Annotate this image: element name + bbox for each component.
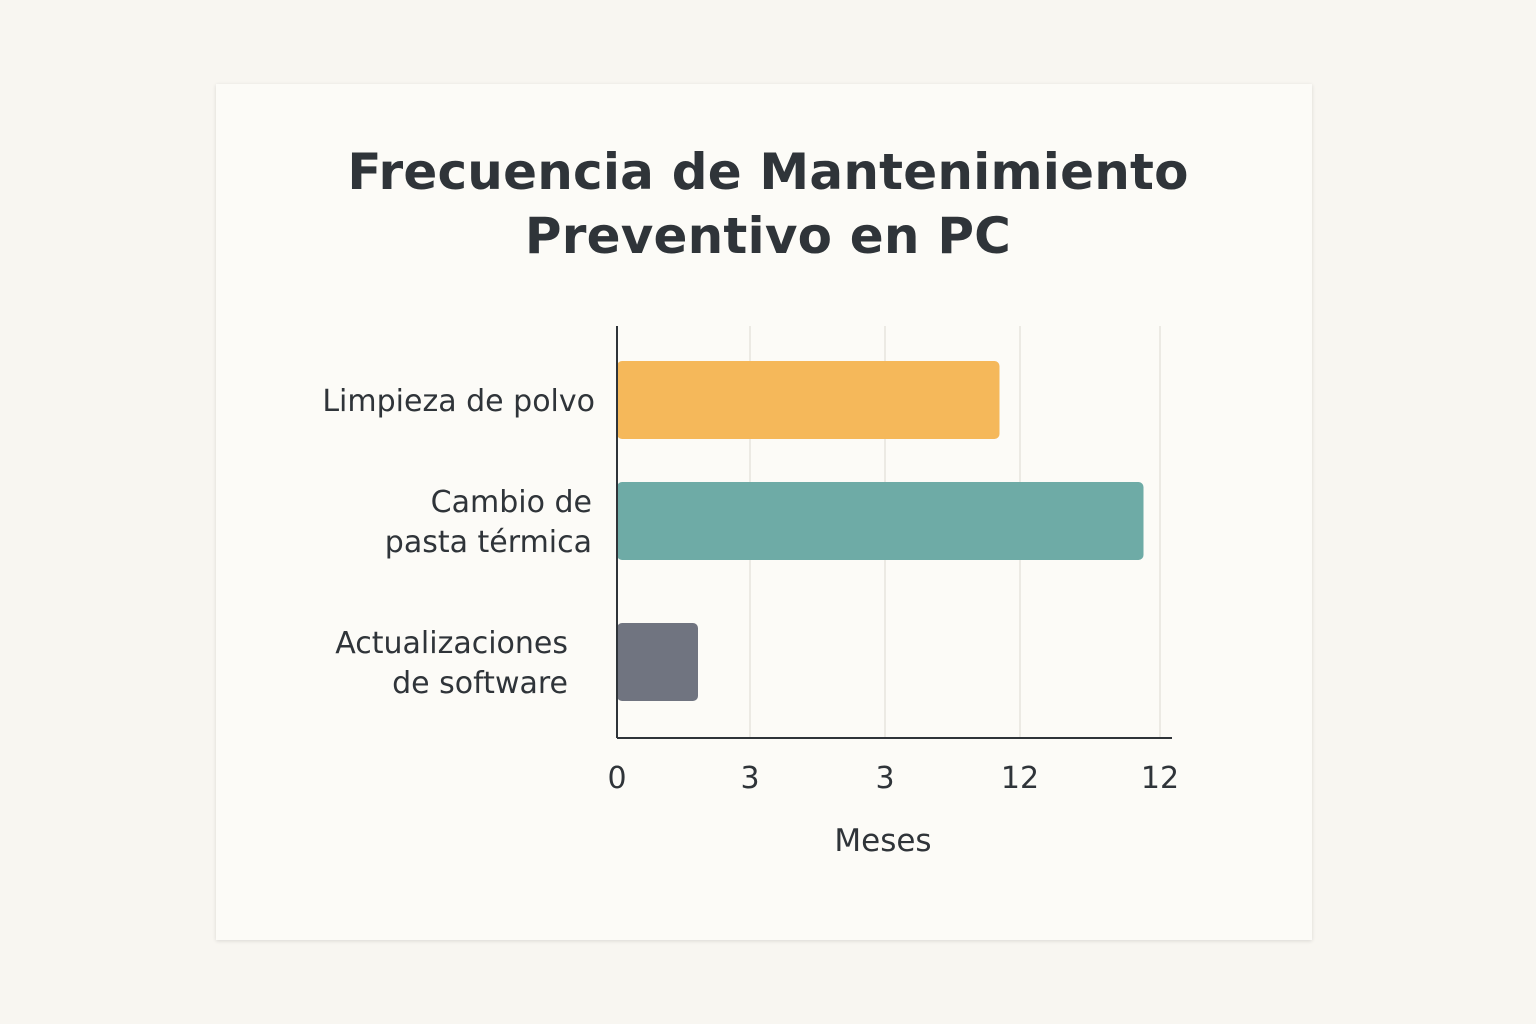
bar-2 (617, 482, 1144, 560)
bar-1 (617, 361, 1000, 439)
chart-title-line-1: Frecuencia de Mantenimiento (347, 143, 1189, 201)
x-tick-label-5: 12 (1141, 761, 1179, 796)
category-label-2-line-1: Cambio de (431, 485, 592, 520)
category-label-1-line-1: Limpieza de polvo (322, 384, 595, 419)
x-tick-label-4: 12 (1001, 761, 1039, 796)
bar-3 (617, 623, 698, 701)
category-label-2-line-2: pasta térmica (385, 525, 592, 560)
x-tick-label-3: 3 (875, 761, 894, 796)
chart-title: Frecuencia de Mantenimiento Preventivo e… (0, 140, 1536, 268)
chart-title-line-2: Preventivo en PC (524, 207, 1012, 265)
x-tick-label-2: 3 (740, 761, 759, 796)
x-tick-label-1: 0 (607, 761, 626, 796)
x-axis-title: Meses (834, 823, 931, 859)
category-label-3-line-1: Actualizaciones (335, 626, 568, 661)
category-label-3-line-2: de software (392, 666, 568, 701)
